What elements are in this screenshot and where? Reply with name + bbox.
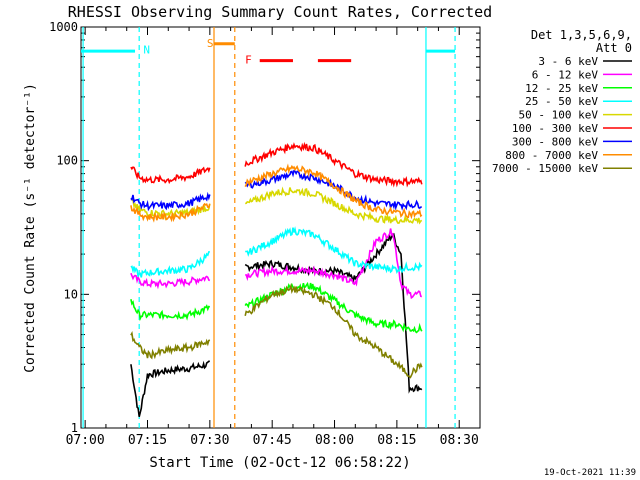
- x-tick-label: 08:15: [377, 433, 416, 448]
- y-tick-label: 10: [64, 287, 78, 301]
- series-line: [244, 169, 422, 211]
- series-line: [130, 330, 211, 360]
- series-line: [245, 228, 423, 300]
- legend-label: 800 - 7000 keV: [505, 149, 598, 162]
- plot-frame: [80, 26, 481, 429]
- series-line: [245, 226, 423, 275]
- series-line: [130, 299, 210, 322]
- x-tick-label: 07:00: [66, 433, 105, 448]
- x-tick-label: 07:30: [190, 433, 229, 448]
- chart-title: RHESSI Observing Summary Count Rates, Co…: [68, 3, 492, 21]
- flag-label-group: N S F: [143, 37, 251, 67]
- legend-label: 300 - 800 keV: [512, 135, 598, 148]
- flag-label-saa: S: [207, 37, 214, 50]
- flag-label-night: N: [143, 43, 150, 56]
- series-line: [244, 141, 423, 188]
- series-line: [130, 202, 211, 223]
- legend-label: 6 - 12 keV: [532, 68, 599, 81]
- legend-label: 7000 - 15000 keV: [492, 162, 598, 175]
- y-tick-label: 1: [71, 421, 78, 435]
- y-tick-label: 100: [56, 154, 78, 168]
- y-tick-group: 1 10 100 1000: [49, 20, 480, 435]
- legend-label: 100 - 300 keV: [512, 122, 598, 135]
- series-line: [244, 232, 423, 394]
- annotation-group: [81, 27, 456, 428]
- x-tick-label: 08:30: [440, 433, 479, 448]
- x-tick-label: 07:15: [128, 433, 167, 448]
- flag-label-flare: F: [245, 54, 252, 67]
- x-tick-group: 07:00 07:15 07:30 07:45 08:00 08:15 08:30: [66, 27, 479, 448]
- series-line: [130, 166, 211, 185]
- legend-label: 50 - 100 keV: [519, 109, 599, 122]
- x-tick-label: 07:45: [253, 433, 292, 448]
- legend-label: 12 - 25 keV: [525, 82, 598, 95]
- series-line: [244, 163, 423, 220]
- legend-header-line1: Det 1,3,5,6,9,: [531, 28, 632, 42]
- footer-timestamp: 19-Oct-2021 11:39: [544, 468, 636, 478]
- legend-label: 3 - 6 keV: [538, 55, 598, 68]
- x-tick-label: 08:00: [315, 433, 354, 448]
- series-group: [130, 141, 423, 417]
- legend-header-line2: Att 0: [596, 41, 632, 55]
- y-tick-label: 1000: [49, 20, 78, 34]
- series-line: [244, 281, 423, 334]
- series-line: [244, 282, 423, 379]
- series-line: [130, 191, 211, 212]
- y-axis: 1 10 100 1000 Corrected Count Rate (s⁻¹ det…: [23, 20, 480, 435]
- series-line: [245, 186, 423, 225]
- series-line: [130, 250, 210, 278]
- series-line: [130, 272, 211, 290]
- plot-area: [80, 26, 481, 429]
- x-axis-label: Start Time (02-Oct-12 06:58:22): [149, 455, 410, 471]
- x-axis: 07:00 07:15 07:30 07:45 08:00 08:15 08:30 Star…: [66, 27, 479, 471]
- series-line: [130, 360, 210, 417]
- y-axis-label: Corrected Count Rate (s⁻¹ detector⁻¹): [23, 83, 38, 373]
- legend-label: 25 - 50 keV: [525, 95, 598, 108]
